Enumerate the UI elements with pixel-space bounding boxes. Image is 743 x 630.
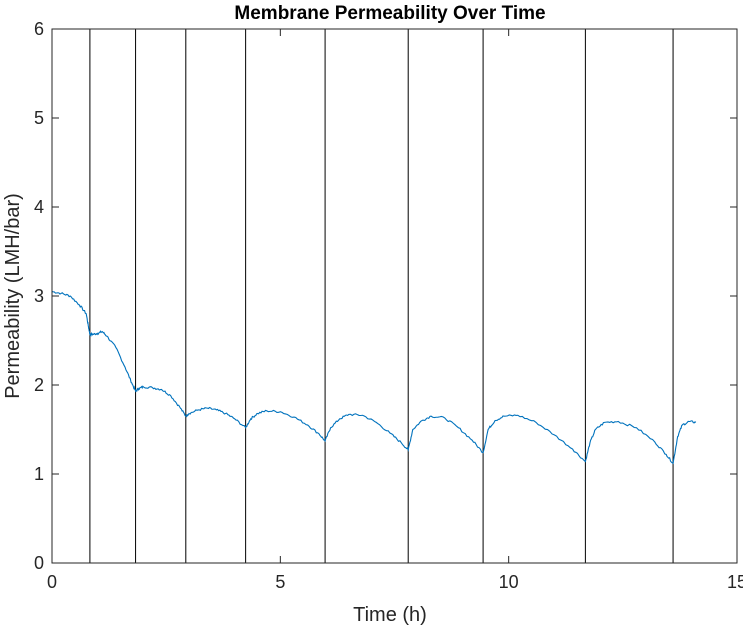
y-tick-label: 5 [34, 108, 44, 128]
y-tick-label: 1 [34, 464, 44, 484]
x-tick-label: 15 [727, 572, 743, 592]
y-tick-label: 0 [34, 553, 44, 573]
plot-frame [51, 28, 738, 564]
chart-title: Membrane Permeability Over Time [234, 3, 545, 24]
y-tick-label: 3 [34, 286, 44, 306]
x-tick-label: 0 [47, 572, 57, 592]
series-line-0 [51, 291, 697, 465]
y-tick-label: 6 [34, 19, 44, 39]
y-tick-label: 4 [34, 197, 44, 217]
y-tick-label: 2 [34, 375, 44, 395]
series-group [51, 291, 697, 465]
y-ticks: 0 1 2 3 4 5 6 [34, 19, 737, 573]
x-tick-label: 10 [499, 572, 519, 592]
vertical-lines [89, 29, 674, 563]
x-axis-label: Time (h) [353, 604, 427, 626]
x-ticks: 0 5 10 15 [47, 29, 743, 592]
y-axis-label: Permeability (LMH/bar) [2, 193, 24, 399]
x-tick-label: 5 [275, 572, 285, 592]
